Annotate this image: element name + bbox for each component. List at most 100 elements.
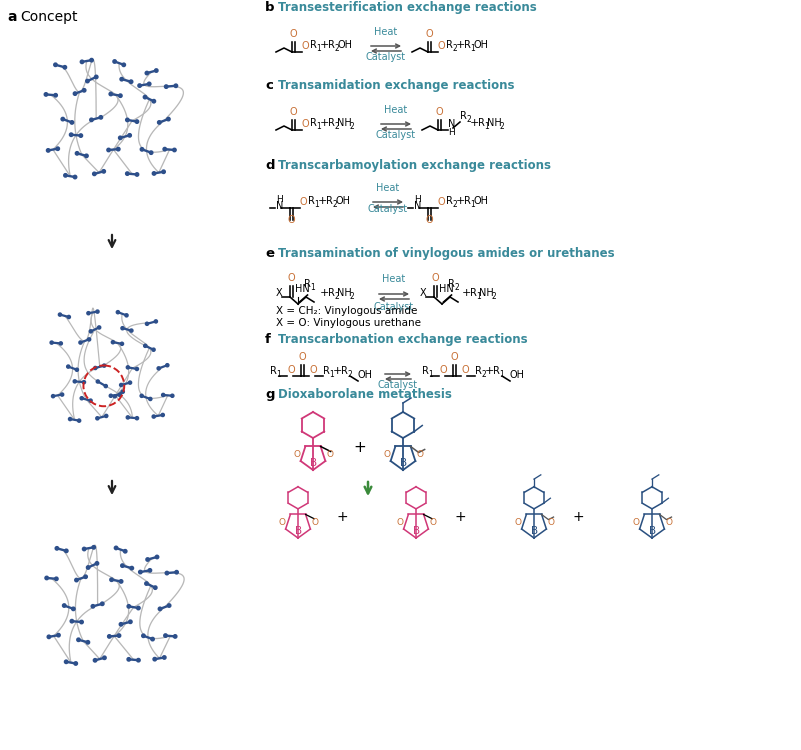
Polygon shape	[159, 118, 169, 124]
Circle shape	[154, 319, 158, 324]
Text: O: O	[299, 352, 306, 362]
Text: N: N	[414, 201, 421, 211]
Circle shape	[120, 326, 125, 331]
Polygon shape	[143, 634, 153, 640]
Circle shape	[148, 397, 153, 401]
Circle shape	[43, 92, 48, 97]
Text: B: B	[310, 458, 317, 468]
Circle shape	[152, 657, 157, 662]
Text: O: O	[287, 365, 295, 375]
Polygon shape	[122, 78, 131, 82]
Text: O: O	[514, 518, 521, 527]
Circle shape	[99, 115, 103, 120]
Text: O: O	[436, 107, 443, 117]
Text: 2: 2	[466, 115, 471, 124]
Circle shape	[135, 119, 139, 124]
Circle shape	[151, 171, 156, 176]
Polygon shape	[140, 569, 150, 573]
Text: H: H	[276, 195, 283, 204]
Text: 2: 2	[332, 200, 337, 209]
Text: OH: OH	[335, 196, 350, 206]
Polygon shape	[147, 556, 157, 561]
Polygon shape	[72, 620, 82, 623]
Circle shape	[107, 634, 112, 639]
Circle shape	[147, 82, 151, 86]
Text: Transamidation exchange reactions: Transamidation exchange reactions	[278, 79, 514, 92]
Text: O: O	[279, 518, 286, 527]
Circle shape	[144, 70, 149, 76]
Polygon shape	[87, 562, 98, 568]
Circle shape	[111, 340, 115, 344]
Text: Transcarbonation exchange reactions: Transcarbonation exchange reactions	[278, 333, 528, 346]
Text: OH: OH	[473, 196, 488, 206]
Polygon shape	[145, 345, 154, 351]
Text: O: O	[666, 518, 672, 527]
Circle shape	[149, 150, 154, 155]
Text: B: B	[649, 526, 656, 536]
Text: R: R	[328, 40, 335, 50]
Circle shape	[119, 622, 123, 627]
Text: 1: 1	[315, 200, 320, 209]
Text: +: +	[318, 196, 328, 206]
Circle shape	[151, 414, 156, 419]
Text: 1: 1	[429, 370, 433, 379]
Text: R: R	[446, 40, 453, 50]
Circle shape	[112, 59, 117, 64]
Polygon shape	[111, 93, 121, 97]
Text: O: O	[461, 365, 469, 375]
Text: O: O	[633, 518, 640, 527]
Circle shape	[82, 547, 87, 551]
Circle shape	[114, 545, 119, 550]
Circle shape	[120, 389, 125, 394]
Circle shape	[64, 548, 69, 554]
Circle shape	[95, 561, 99, 566]
Circle shape	[165, 363, 170, 368]
Circle shape	[93, 658, 98, 663]
Circle shape	[147, 568, 152, 573]
Polygon shape	[167, 571, 177, 574]
Circle shape	[100, 602, 105, 606]
Circle shape	[77, 419, 82, 423]
Circle shape	[109, 578, 114, 582]
Circle shape	[143, 94, 147, 100]
Circle shape	[95, 380, 100, 384]
Circle shape	[161, 170, 166, 174]
Text: +: +	[462, 288, 471, 298]
Circle shape	[74, 661, 78, 666]
Text: R: R	[460, 111, 467, 121]
Text: B: B	[531, 526, 538, 536]
Text: Heat: Heat	[384, 105, 408, 115]
Text: +: +	[333, 366, 342, 376]
Text: O: O	[425, 215, 433, 225]
Polygon shape	[139, 82, 150, 87]
Circle shape	[118, 393, 123, 398]
Polygon shape	[159, 604, 170, 610]
Text: +: +	[320, 288, 329, 298]
Text: Transesterification exchange reactions: Transesterification exchange reactions	[278, 1, 537, 14]
Polygon shape	[70, 418, 79, 422]
Circle shape	[166, 117, 171, 122]
Circle shape	[50, 340, 54, 345]
Circle shape	[119, 382, 123, 387]
Circle shape	[170, 394, 175, 398]
Circle shape	[125, 171, 130, 176]
Polygon shape	[129, 605, 139, 609]
Circle shape	[123, 549, 127, 554]
Text: 2: 2	[500, 122, 505, 131]
Circle shape	[66, 364, 70, 369]
Text: O: O	[300, 197, 308, 207]
Circle shape	[118, 93, 123, 98]
Polygon shape	[159, 364, 167, 370]
Circle shape	[117, 633, 122, 638]
Circle shape	[115, 310, 120, 314]
Circle shape	[60, 117, 65, 122]
Circle shape	[174, 570, 179, 574]
Text: O: O	[288, 273, 295, 283]
Text: Heat: Heat	[374, 27, 397, 37]
Text: R: R	[422, 366, 429, 376]
Circle shape	[154, 68, 159, 73]
Text: HN: HN	[295, 284, 310, 294]
Circle shape	[102, 363, 107, 368]
Text: 2: 2	[481, 370, 486, 379]
Polygon shape	[118, 311, 127, 316]
